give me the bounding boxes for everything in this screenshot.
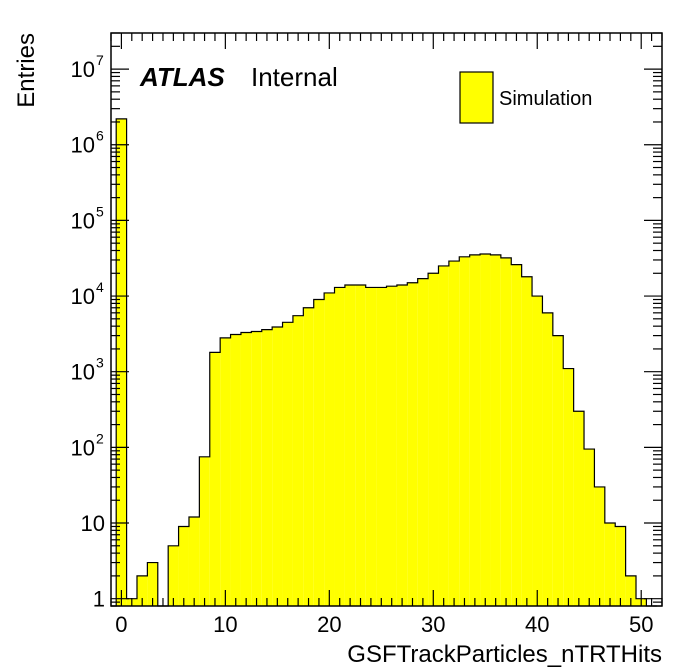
x-axis-tick-labels: 0 10 20 30 40 50 (115, 612, 653, 637)
histogram-bar (136, 575, 148, 606)
y-tick-label: 10 (71, 360, 95, 385)
x-tick-label: 10 (213, 612, 237, 637)
histogram-outline (111, 118, 657, 607)
histogram-bar (469, 254, 481, 607)
y-tick-label-exponent: 3 (96, 355, 104, 371)
histogram-bar (209, 352, 221, 606)
histogram-bar (500, 257, 512, 606)
y-tick-label-exponent: 5 (96, 203, 104, 219)
x-tick-label: 30 (421, 612, 445, 637)
histogram-bar (365, 287, 377, 606)
y-tick-label-exponent: 7 (96, 52, 104, 68)
x-tick-label: 0 (115, 612, 127, 637)
histogram-bar (313, 299, 325, 606)
y-tick-label-exponent: 4 (96, 279, 104, 295)
histogram-bar (563, 368, 574, 606)
histogram-bar (168, 545, 179, 606)
histogram-bar (178, 526, 189, 606)
histogram-bar (417, 278, 429, 606)
x-axis-ticks (110, 33, 663, 606)
histogram-bar (490, 254, 501, 607)
histogram-bar (334, 287, 345, 606)
histogram-bar (324, 292, 335, 606)
legend: Simulation (459, 71, 592, 124)
histogram-bar (303, 307, 314, 606)
histogram-bar (396, 285, 408, 606)
histogram-bar (147, 562, 158, 606)
y-tick-label: 1 (93, 587, 105, 612)
histogram-bar (282, 322, 293, 606)
histogram-bar (521, 276, 533, 606)
histogram-bar (251, 331, 262, 606)
plot-frame (110, 32, 663, 607)
histogram-bar (542, 312, 553, 606)
x-tick-label: 40 (525, 612, 549, 637)
histogram-bar (511, 264, 522, 606)
histogram-bar (604, 523, 616, 606)
histogram-bar (355, 285, 366, 606)
legend-label-simulation: Simulation (499, 88, 592, 110)
histogram-bar (230, 334, 241, 606)
y-tick-label: 10 (71, 284, 95, 309)
histogram-bar (573, 411, 585, 606)
histogram-bar (532, 296, 543, 606)
histogram-bar (386, 286, 397, 606)
atlas-label: ATLAS (139, 62, 225, 92)
y-axis-ticks (111, 32, 662, 607)
histogram-bars (116, 118, 647, 607)
x-tick-label: 20 (317, 612, 341, 637)
histogram-bar (552, 335, 564, 606)
histogram-bar (448, 261, 460, 606)
y-axis-title: Entries (13, 33, 40, 108)
histogram-bar (407, 282, 418, 606)
y-tick-label: 10 (71, 435, 95, 460)
y-tick-label: 10 (71, 57, 95, 82)
y-tick-label-exponent: 6 (96, 128, 104, 144)
histogram-bar (376, 287, 387, 606)
histogram-bar (188, 517, 200, 606)
histogram-bar (438, 265, 449, 606)
histogram-bar (199, 456, 210, 606)
legend-swatch-simulation (459, 71, 494, 124)
x-tick-label: 50 (629, 612, 653, 637)
histogram-bar (344, 285, 356, 606)
histogram-bar (428, 273, 439, 606)
histogram-bar (594, 486, 605, 606)
histogram-bar (584, 449, 595, 606)
histogram-bar (459, 256, 470, 606)
x-axis-title: GSFTrackParticles_nTRTHits (347, 641, 662, 668)
histogram-bar (240, 332, 252, 606)
histogram-bar (261, 329, 273, 606)
histogram-bar (116, 118, 127, 606)
internal-label: Internal (251, 62, 338, 92)
histogram-bar (615, 526, 626, 606)
histogram-bar (480, 253, 491, 606)
histogram-bar (220, 337, 231, 606)
histogram-bar (272, 326, 283, 606)
y-tick-label-exponent: 2 (96, 430, 104, 446)
histogram-bar (292, 315, 304, 606)
histogram-bar (625, 575, 637, 606)
y-tick-label: 10 (81, 511, 105, 536)
y-tick-label: 10 (71, 133, 95, 158)
y-tick-label: 10 (71, 208, 95, 233)
